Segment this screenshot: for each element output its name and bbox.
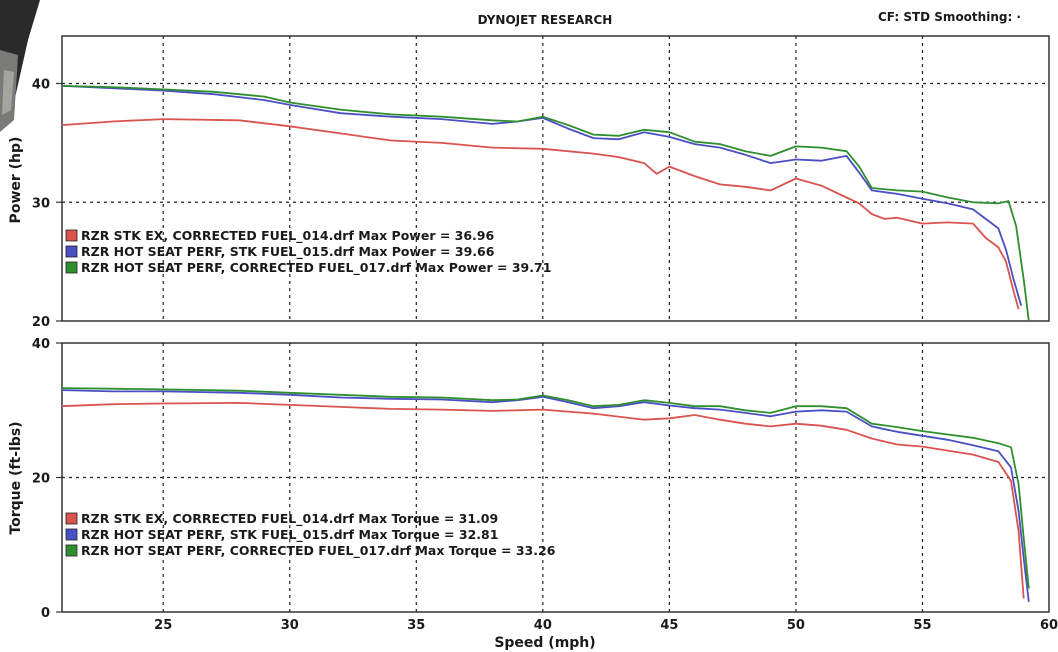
x-tick-label: 55 (913, 618, 931, 633)
x-tick-label: 50 (787, 618, 805, 633)
series-line-green (61, 85, 1030, 322)
x-tick-label: 35 (407, 618, 425, 633)
x-tick-label: 40 (534, 618, 552, 633)
plot-frame (61, 35, 1050, 322)
legend-swatch (65, 261, 78, 274)
y-tick-label: 20 (32, 315, 50, 330)
legend-swatch (65, 229, 78, 242)
legend-swatch (65, 245, 78, 258)
x-tick-label: 25 (154, 618, 172, 633)
y-tick-label: 0 (41, 606, 50, 621)
series-line-green (61, 387, 1030, 589)
legend-entry: RZR STK EX, CORRECTED FUEL_014.drf Max P… (81, 228, 494, 244)
legend-entry: RZR STK EX, CORRECTED FUEL_014.drf Max T… (81, 511, 498, 527)
x-tick-label: 45 (660, 618, 678, 633)
corner-photo (0, 0, 40, 140)
legend-swatch (65, 512, 78, 525)
x-axis-label: Speed (mph) (494, 635, 595, 651)
legend-swatch (65, 544, 78, 557)
x-tick-label: 60 (1040, 618, 1058, 633)
series-line-red (61, 402, 1025, 599)
y-tick-label: 40 (32, 337, 50, 352)
plot-frame (61, 342, 1050, 613)
series-line-red (61, 118, 1020, 310)
series-line-blue (61, 85, 1023, 306)
legend-entry: RZR HOT SEAT PERF, STK FUEL_015.drf Max … (81, 527, 498, 543)
y-tick-label: 20 (32, 472, 50, 487)
series-line-blue (61, 389, 1030, 603)
chart-settings: CF: STD Smoothing: · (878, 10, 1021, 24)
y-tick-label: 40 (32, 78, 50, 93)
y-tick-label: 30 (32, 196, 50, 211)
chart-panel-1: 20 30 40 Power (hp) RZR STK EX, CORRECTED FU… (8, 35, 1050, 330)
y-axis-label: Torque (ft-lbs) (8, 421, 24, 534)
legend-entry: RZR HOT SEAT PERF, STK FUEL_015.drf Max … (81, 244, 495, 260)
legend-entry: RZR HOT SEAT PERF, CORRECTED FUEL_017.dr… (81, 543, 556, 559)
legend-swatch (65, 528, 78, 541)
chart-panel-2: 0 20 40 25 30 35 40 45 50 55 60 Speed (mph) Torque (… (8, 337, 1058, 651)
x-tick-label: 30 (281, 618, 299, 633)
chart-title: DYNOJET RESEARCH (478, 13, 613, 27)
y-axis-label: Power (hp) (8, 137, 24, 224)
legend-entry: RZR HOT SEAT PERF, CORRECTED FUEL_017.dr… (81, 260, 551, 276)
